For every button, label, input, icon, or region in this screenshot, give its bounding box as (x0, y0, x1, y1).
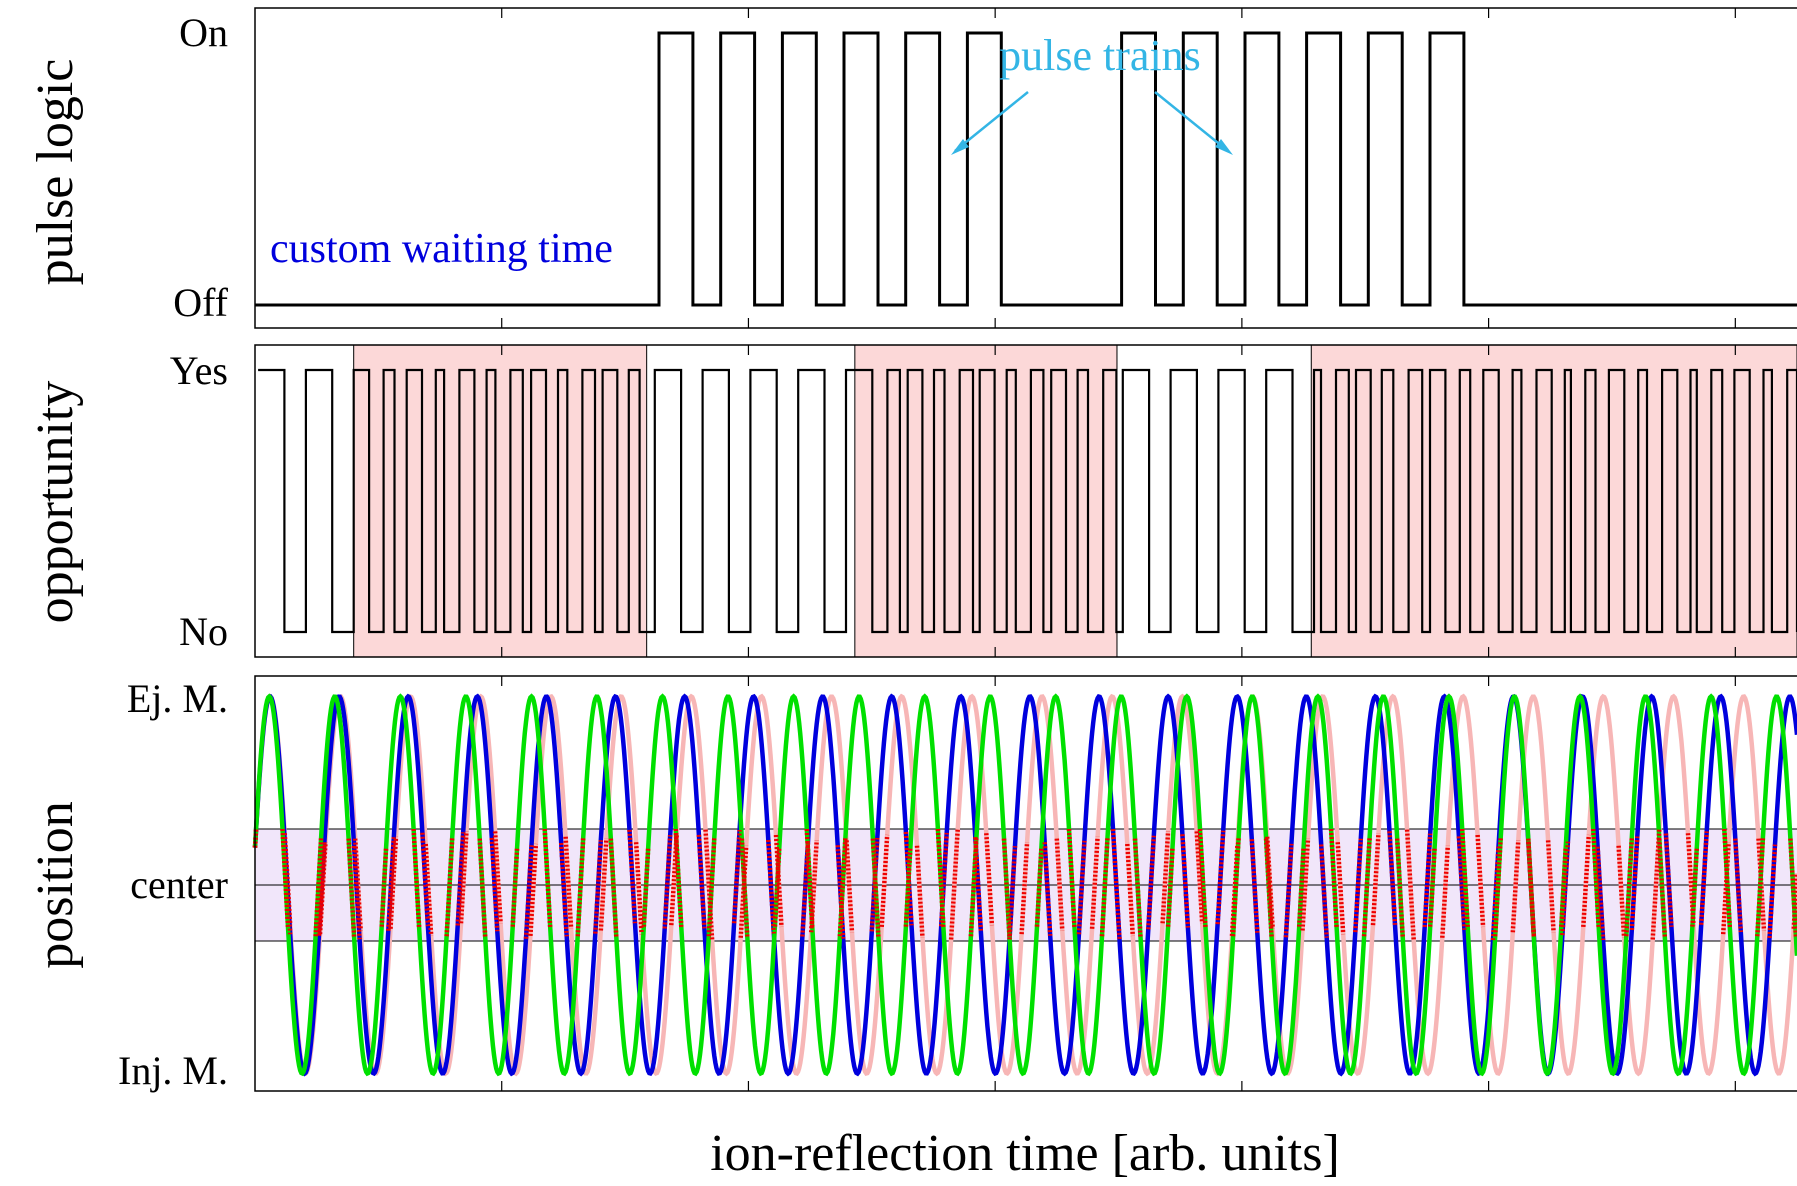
opportunity-tick-no: No (179, 609, 228, 654)
panel-pulse-logic: pulse logic On Off custom waiting time p… (27, 7, 1797, 329)
custom-waiting-time-label: custom waiting time (270, 226, 613, 272)
pulse-logic-trace (255, 31, 1797, 307)
position-tick-center: center (130, 862, 228, 907)
pulse-trains-arrowhead-left (951, 139, 969, 155)
opportunity-tick-yes: Yes (170, 348, 228, 393)
opportunity-ylabel: opportunity (27, 381, 84, 624)
opportunity-window (353, 344, 648, 658)
panel-opportunity: opportunity Yes No (27, 344, 1797, 658)
pulse-ylabel: pulse logic (27, 59, 84, 286)
position-panel-frame (254, 675, 1797, 1092)
pulse-panel-frame (254, 7, 1797, 329)
position-ylabel: position (27, 801, 84, 969)
panel-position: position Ej. M. center Inj. M. (27, 675, 1797, 1093)
x-axis-label: ion-reflection time [arb. units] (710, 1125, 1340, 1182)
pulse-trains-arrow-left (954, 91, 1029, 152)
pulse-tick-off: Off (173, 280, 228, 325)
pulse-trains-label: pulse trains (999, 31, 1201, 80)
opportunity-window (1310, 344, 1797, 658)
ion-in-center-green (280, 828, 1797, 938)
ion-trajectory-green (252, 693, 1797, 1077)
pulse-trains-arrow-right (1154, 91, 1229, 152)
opportunity-trace (258, 368, 1797, 634)
position-tick-inj: Inj. M. (118, 1048, 228, 1093)
opportunity-panel-frame (254, 344, 1797, 658)
pulse-trains-arrowhead-right (1215, 139, 1233, 155)
position-tick-ej: Ej. M. (127, 676, 228, 721)
opportunity-window (854, 344, 1118, 658)
pulse-tick-on: On (179, 10, 228, 55)
